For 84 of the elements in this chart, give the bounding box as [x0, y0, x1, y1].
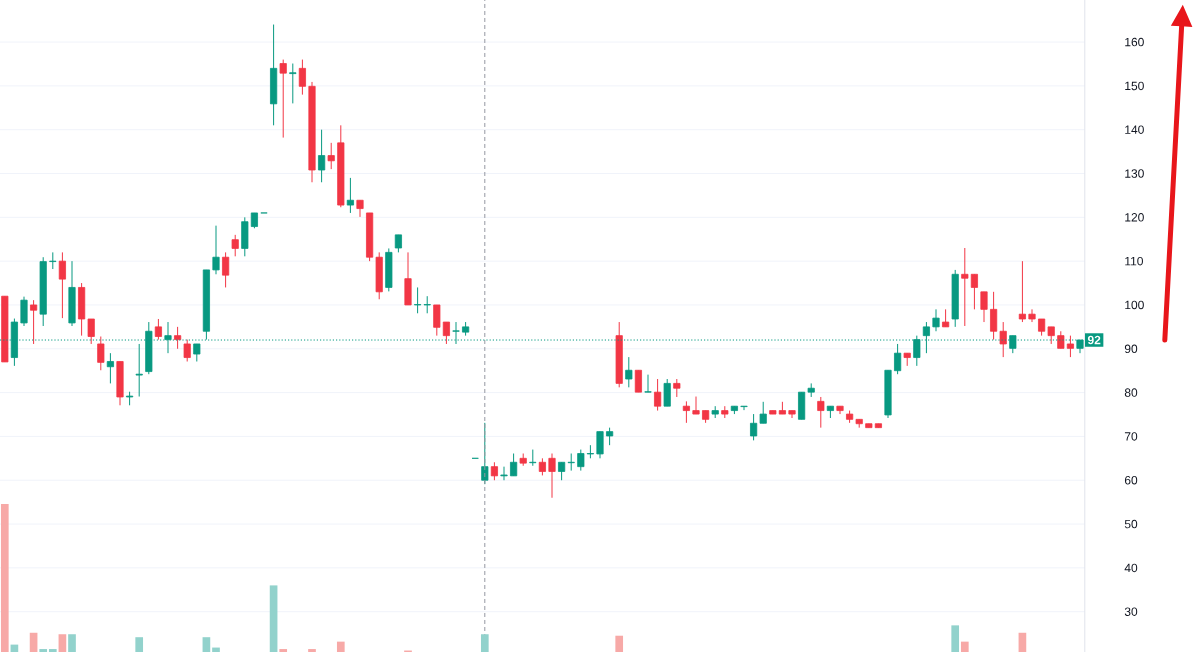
candlestick	[414, 286, 422, 314]
candlestick	[634, 369, 642, 393]
y-tick-label: 110	[1125, 256, 1143, 266]
candlestick	[442, 321, 450, 345]
y-tick-label: 30	[1124, 607, 1138, 616]
candlestick	[212, 225, 220, 275]
bar	[308, 649, 316, 652]
candlestick	[58, 251, 66, 319]
bar	[48, 649, 57, 652]
bar	[29, 632, 38, 652]
candlestick	[750, 413, 758, 441]
bar	[135, 637, 144, 652]
candlestick	[596, 431, 604, 459]
candlestick	[231, 234, 239, 257]
bar	[1018, 632, 1027, 652]
candlestick	[183, 339, 191, 362]
bar	[212, 647, 220, 652]
candlestick	[894, 343, 902, 375]
candlestick	[961, 247, 969, 327]
y-tick-label: 160	[1125, 37, 1144, 47]
candlestick	[318, 129, 326, 183]
bar	[68, 634, 76, 652]
candlestick	[529, 449, 537, 467]
candlestick	[567, 453, 575, 472]
bar	[202, 637, 211, 652]
ref-line-label: 92	[1087, 335, 1101, 345]
candlestick	[1066, 335, 1074, 358]
candlestick	[644, 374, 652, 393]
y-tick-label: 120	[1125, 213, 1144, 222]
candlestick	[817, 396, 825, 429]
candlestick	[1018, 260, 1026, 323]
candlestick	[346, 177, 354, 214]
y-tick-label: 100	[1125, 300, 1144, 310]
candlestick	[222, 251, 230, 288]
candlestick	[932, 308, 940, 332]
bar	[0, 504, 9, 652]
candlestick	[970, 273, 978, 310]
candlestick	[97, 336, 105, 371]
candlestick	[87, 318, 95, 345]
bar	[615, 635, 624, 652]
y-tick-label: 140	[1125, 125, 1144, 134]
bar	[480, 634, 489, 652]
candlestick	[548, 453, 556, 499]
candlestick	[154, 318, 162, 341]
candlestick	[30, 299, 38, 345]
bar	[336, 641, 345, 652]
candlestick	[327, 142, 335, 170]
y-tick-label: 130	[1125, 169, 1144, 178]
y-tick-label: 80	[1124, 388, 1138, 397]
bar	[269, 585, 278, 652]
bar	[279, 649, 288, 652]
candlestick	[625, 356, 633, 388]
candlestick	[692, 396, 700, 415]
candlestick	[740, 405, 748, 411]
bar	[39, 649, 48, 652]
candlestick	[654, 378, 662, 412]
candlestick	[990, 291, 998, 341]
candlestick	[682, 400, 690, 424]
y-tick-label: 150	[1125, 81, 1144, 91]
candlestick	[980, 291, 988, 323]
candlestick	[135, 343, 143, 398]
candlestick	[577, 449, 585, 472]
candlestick	[663, 378, 671, 407]
candlestick	[433, 304, 441, 337]
y-tick-label: 60	[1124, 475, 1138, 485]
candlestick	[759, 401, 767, 424]
candlestick	[298, 59, 306, 96]
bar	[960, 641, 969, 652]
y-tick-label: 40	[1124, 563, 1138, 573]
candlestick	[510, 453, 518, 477]
candlestick	[500, 466, 508, 481]
bar	[951, 625, 960, 652]
candlestick	[1028, 308, 1036, 323]
candlestick	[20, 296, 28, 327]
y-tick-label: 70	[1124, 432, 1138, 441]
bar	[58, 634, 67, 652]
candlestick	[356, 199, 364, 218]
candlestick	[289, 63, 297, 104]
y-tick-label: 50	[1124, 519, 1138, 529]
candlestick	[106, 352, 114, 384]
candlestick	[279, 59, 287, 139]
y-tick-label: 90	[1124, 344, 1138, 354]
candlestick	[174, 326, 182, 350]
candlestick	[999, 321, 1007, 358]
